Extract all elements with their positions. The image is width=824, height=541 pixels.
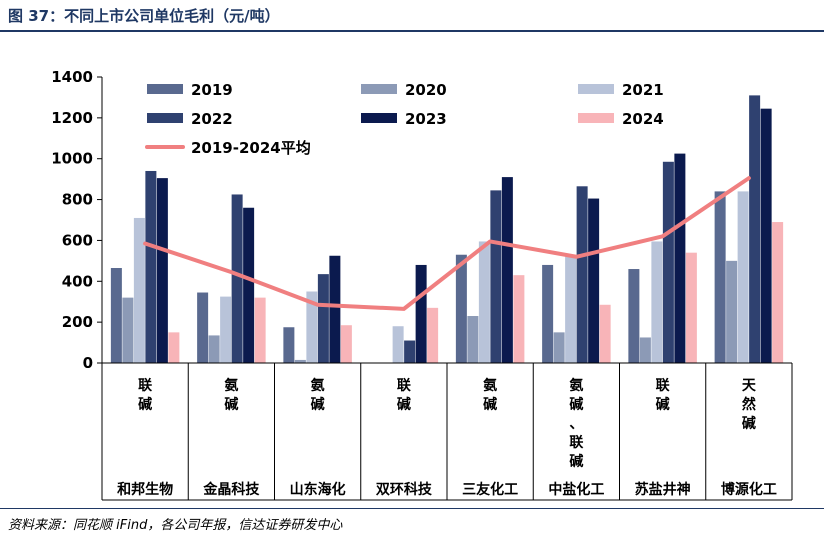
bar-2020 xyxy=(467,316,479,363)
bar-2019 xyxy=(714,191,726,363)
company-label: 山东海化 xyxy=(290,481,346,498)
top-rule xyxy=(0,30,824,32)
process-label: 氨碱 xyxy=(483,377,497,413)
bar-2023 xyxy=(243,207,255,363)
bar-2023 xyxy=(156,178,168,363)
legend-label-average: 2019-2024平均 xyxy=(191,139,311,157)
bar-2023 xyxy=(588,198,600,363)
bar-2020 xyxy=(726,260,738,363)
company-label: 苏盐井神 xyxy=(635,481,691,498)
bar-2024 xyxy=(340,325,352,363)
legend-label-2019: 2019 xyxy=(191,81,233,99)
bar-2024 xyxy=(599,304,611,363)
company-label: 三友化工 xyxy=(462,481,518,498)
legend-label-2023: 2023 xyxy=(405,110,447,128)
legend-label-2021: 2021 xyxy=(622,81,664,99)
bar-2023 xyxy=(329,255,341,363)
y-tick-label: 600 xyxy=(62,231,93,249)
company-label: 博源化工 xyxy=(721,481,777,498)
figure-source: 资料来源：同花顺 iFind，各公司年报，信达证券研发中心 xyxy=(8,518,343,533)
y-tick-label: 200 xyxy=(62,313,93,331)
bar-2019 xyxy=(283,327,295,363)
company-label: 金晶科技 xyxy=(202,481,260,498)
bar-series xyxy=(110,95,784,364)
bar-2019 xyxy=(110,268,122,363)
legend-swatch-2019 xyxy=(147,84,183,94)
legend: 2019 2020 2021 2022 2023 2024 2019-2024平均 xyxy=(145,81,664,157)
legend-swatch-2023 xyxy=(361,113,397,123)
legend-swatch-2022 xyxy=(147,113,183,123)
bar-2020 xyxy=(122,297,134,363)
y-tick-label: 0 xyxy=(83,354,93,372)
bar-2019 xyxy=(197,292,209,363)
bar-2022 xyxy=(576,186,588,363)
y-tick-label: 1200 xyxy=(51,109,93,127)
bar-2020 xyxy=(294,359,306,363)
y-tick-label: 1400 xyxy=(51,68,93,86)
y-axis: 0 200 400 600 800 1000 1200 1400 xyxy=(51,68,102,372)
bar-2024 xyxy=(685,252,697,363)
bar-2022 xyxy=(490,190,502,363)
process-label: 氨碱、联碱 xyxy=(569,377,584,470)
process-label: 氨碱 xyxy=(311,377,325,413)
legend-swatch-2020 xyxy=(361,84,397,94)
company-label: 和邦生物 xyxy=(117,481,173,498)
bar-2021 xyxy=(220,296,232,363)
bar-2020 xyxy=(208,335,220,363)
bar-2020 xyxy=(639,337,651,363)
company-label: 双环科技 xyxy=(376,481,433,498)
bar-2023 xyxy=(674,153,686,363)
bar-2022 xyxy=(404,340,416,363)
bar-2019 xyxy=(542,264,554,363)
process-label: 联碱 xyxy=(656,378,671,413)
bottom-rule xyxy=(0,508,824,509)
bar-2024 xyxy=(513,275,525,363)
bar-2022 xyxy=(662,161,674,363)
y-tick-label: 1000 xyxy=(51,150,93,168)
bar-2022 xyxy=(231,194,243,363)
bar-2022 xyxy=(749,95,761,363)
process-label: 天然碱 xyxy=(742,378,757,432)
bar-2019 xyxy=(628,269,640,363)
bar-2024 xyxy=(772,222,784,363)
bar-2022 xyxy=(145,170,157,363)
bar-2023 xyxy=(501,177,513,363)
bar-2020 xyxy=(553,332,565,363)
bar-2024 xyxy=(168,332,180,363)
bar-2023 xyxy=(760,108,772,364)
bar-2019 xyxy=(455,254,467,363)
process-label: 联碱 xyxy=(138,378,153,413)
bar-2024 xyxy=(254,297,266,363)
average-line xyxy=(143,176,751,311)
bar-2021 xyxy=(565,255,577,363)
legend-label-2020: 2020 xyxy=(405,81,447,99)
bar-2022 xyxy=(317,274,329,363)
process-label: 联碱 xyxy=(397,378,412,413)
figure-title: 图 37：不同上市公司单位毛利（元/吨） xyxy=(8,7,280,25)
bar-2021 xyxy=(737,191,749,363)
y-tick-label: 800 xyxy=(62,191,93,209)
axes xyxy=(101,77,793,501)
average-line-path xyxy=(143,176,751,311)
bar-2023 xyxy=(415,264,427,363)
process-label: 氨碱 xyxy=(224,377,238,413)
bar-2021 xyxy=(133,217,145,363)
bar-2021 xyxy=(651,241,663,363)
bar-2024 xyxy=(427,307,439,363)
y-tick-label: 400 xyxy=(62,272,93,290)
legend-swatch-2024 xyxy=(578,113,614,123)
legend-label-2024: 2024 xyxy=(622,110,664,128)
legend-label-2022: 2022 xyxy=(191,110,233,128)
bar-2021 xyxy=(478,241,490,363)
bar-2021 xyxy=(306,291,318,363)
bar-2021 xyxy=(392,326,404,363)
legend-swatch-2021 xyxy=(578,84,614,94)
company-label: 中盐化工 xyxy=(548,481,604,498)
